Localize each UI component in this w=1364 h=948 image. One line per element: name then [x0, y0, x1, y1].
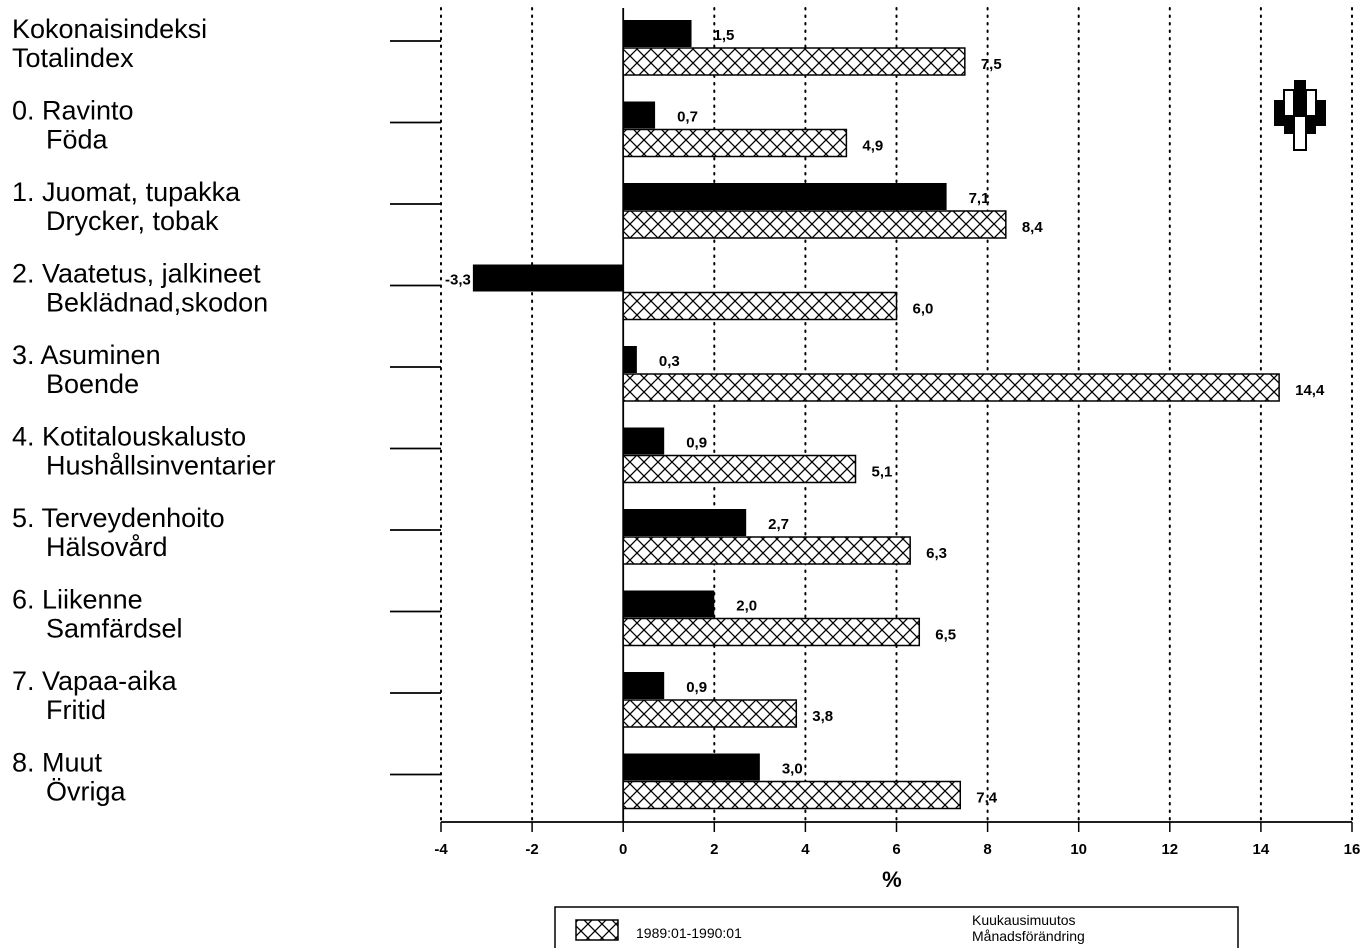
bar-monthly [623, 753, 760, 781]
bar-monthly [472, 264, 624, 292]
legend: 1989:01-1990:01 Kuukausimuutos Månadsför… [554, 906, 1239, 948]
category-label-line1: 8. Muut [12, 748, 103, 778]
legend-swatch-annual [575, 919, 619, 941]
bar-monthly [623, 101, 656, 129]
bar-monthly [623, 590, 715, 618]
category-label-line1: Kokonaisindeksi [12, 14, 207, 44]
value-label-annual: 3,8 [812, 708, 833, 725]
category-label-line2: Beklädnad,skodon [46, 288, 268, 318]
x-axis: -4 -2 0 2 4 6 8 10 12 14 16% [434, 821, 1361, 892]
value-label-annual: 6,3 [926, 545, 947, 562]
legend-label-annual: 1989:01-1990:01 [636, 925, 742, 941]
category-label-line1: 0. Ravinto [12, 96, 134, 126]
bar-monthly [623, 346, 637, 373]
value-label-monthly: 2,7 [768, 516, 789, 533]
x-tick-label: 14 [1253, 841, 1270, 858]
value-label-annual: 5,1 [872, 464, 893, 481]
bar-annual [622, 373, 1280, 402]
value-label-monthly: 3,0 [782, 761, 803, 778]
category-label-line2: Drycker, tobak [46, 206, 219, 236]
value-label-annual: 14,4 [1295, 382, 1325, 399]
category-label-line1: 5. Terveydenhoito [12, 503, 225, 533]
value-label-annual: 4,9 [862, 138, 883, 155]
value-label-monthly: -3,3 [445, 272, 471, 289]
category-label-line2: Totalindex [12, 43, 134, 73]
category-label-line1: 7. Vapaa-aika [12, 666, 178, 696]
bar-annual [622, 454, 857, 484]
x-tick-label: 2 [710, 841, 718, 858]
value-label-monthly: 2,0 [736, 598, 757, 615]
bar-annual [622, 536, 911, 565]
x-tick-label: -4 [434, 841, 448, 858]
value-label-annual: 7,5 [981, 56, 1002, 73]
value-label-annual: 6,5 [935, 627, 956, 644]
bar-monthly [623, 183, 947, 210]
category-label-line1: 1. Juomat, tupakka [12, 177, 241, 207]
category-label-line2: Hälsovård [46, 532, 168, 562]
x-tick-label: 10 [1070, 841, 1087, 858]
x-tick-label: 4 [801, 841, 810, 858]
x-tick-label: 16 [1344, 841, 1361, 858]
category-label-line1: 4. Kotitalouskalusto [12, 422, 246, 452]
category-label-line2: Föda [46, 125, 109, 155]
value-label-monthly: 7,1 [969, 190, 990, 207]
category-label-line2: Hushållsinventarier [46, 451, 276, 481]
x-tick-label: 0 [619, 841, 627, 858]
bar-monthly [623, 509, 747, 536]
legend-note-line-1: Kuukausimuutos [972, 912, 1076, 928]
bar-annual [622, 699, 798, 728]
bar-annual [622, 210, 1007, 239]
category-label-line2: Samfärdsel [46, 614, 183, 644]
bar-annual [622, 617, 921, 647]
bar-monthly [623, 20, 692, 47]
bar-monthly [623, 427, 665, 455]
bar-annual [622, 47, 966, 76]
category-label-line2: Övriga [46, 777, 127, 807]
legend-box [554, 906, 1239, 948]
value-label-annual: 7,4 [976, 790, 998, 807]
category-label-line2: Fritid [46, 695, 106, 725]
bar-annual [622, 128, 848, 158]
value-label-annual: 8,4 [1022, 219, 1044, 236]
logo [1274, 80, 1326, 151]
grid-lines [440, 7, 1353, 823]
value-label-monthly: 0,9 [686, 679, 707, 696]
x-tick-label: -2 [525, 841, 538, 858]
value-label-monthly: 0,3 [659, 353, 680, 370]
bars: 1,5 7,5 0,7 4,9 7,1 8,4 -3,3 6,0 0,3 14,4 0,9 5,1 2,… [445, 20, 1325, 810]
value-label-annual: 6,0 [913, 301, 934, 318]
bar-monthly [623, 672, 665, 699]
value-label-monthly: 1,5 [714, 27, 735, 44]
bar-annual [622, 291, 898, 321]
category-label-line1: 2. Vaatetus, jalkineet [12, 259, 261, 289]
x-tick-label: 12 [1161, 841, 1178, 858]
value-label-monthly: 0,7 [677, 109, 698, 126]
x-axis-label: % [882, 867, 902, 892]
category-label-line2: Boende [46, 369, 139, 399]
x-tick-label: 8 [983, 841, 991, 858]
bar-annual [622, 780, 962, 810]
value-label-monthly: 0,9 [686, 435, 707, 452]
x-tick-label: 6 [892, 841, 900, 858]
category-label-line1: 3. Asuminen [12, 340, 161, 370]
category-label-line1: 6. Liikenne [12, 585, 143, 615]
legend-note-line-2: Månadsförändring [972, 928, 1085, 944]
